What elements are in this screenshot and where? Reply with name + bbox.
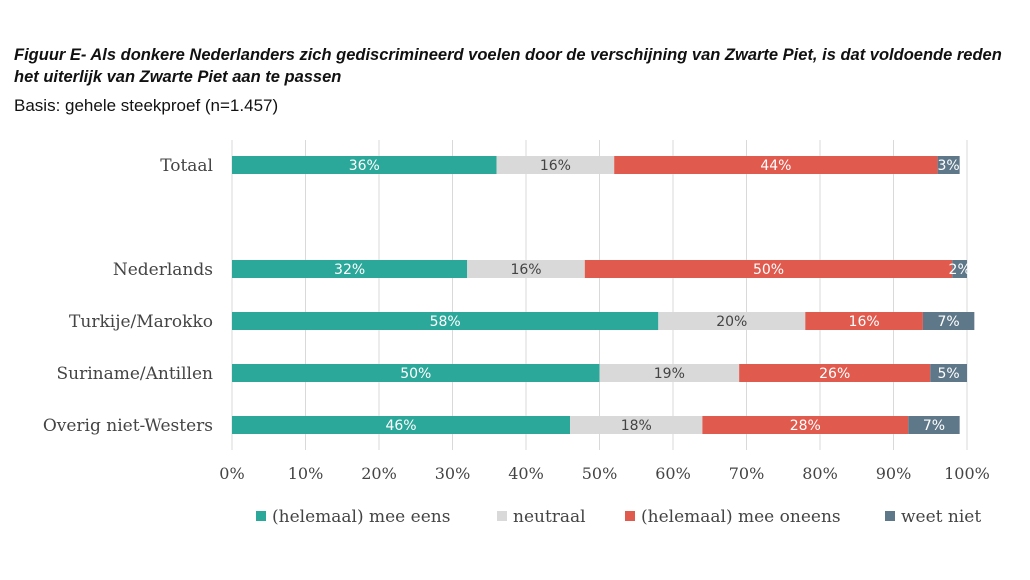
x-tick-label: 30% (435, 464, 471, 483)
x-tick-label: 50% (582, 464, 618, 483)
data-label: 58% (430, 314, 461, 330)
bar-segment (805, 312, 923, 330)
data-label: 28% (790, 418, 821, 434)
x-tick-label: 70% (729, 464, 765, 483)
legend-swatch (256, 511, 266, 521)
data-label: 19% (654, 366, 685, 382)
bar-segment (232, 260, 468, 278)
data-label: 3% (938, 158, 960, 174)
bar-segment (658, 312, 806, 330)
data-label: 36% (349, 158, 380, 174)
bar-segment (570, 416, 703, 434)
bar-segment (232, 416, 571, 434)
legend-swatch (497, 511, 507, 521)
data-label: 16% (540, 158, 571, 174)
x-tick-label: 40% (508, 464, 544, 483)
category-label: Turkije/Marokko (69, 312, 213, 332)
data-label: 50% (400, 366, 431, 382)
x-tick-label: 10% (288, 464, 324, 483)
category-label: Overig niet-Westers (43, 416, 213, 436)
bar-segment (467, 260, 585, 278)
data-label: 16% (849, 314, 880, 330)
legend-swatch (625, 511, 635, 521)
legend-label: weet niet (901, 507, 981, 527)
legend-label: (helemaal) mee eens (272, 507, 450, 527)
data-label: 7% (923, 418, 945, 434)
data-label: 5% (938, 366, 960, 382)
category-label: Nederlands (113, 260, 213, 280)
data-label: 44% (760, 158, 791, 174)
bar-segment (232, 156, 497, 174)
legend-swatch (885, 511, 895, 521)
bar-segment (937, 156, 960, 174)
bar-segment (922, 312, 975, 330)
x-tick-label: 100% (944, 464, 990, 483)
data-label: 20% (716, 314, 747, 330)
category-label: Totaal (160, 156, 213, 176)
data-label: 7% (938, 314, 960, 330)
x-tick-label: 90% (876, 464, 912, 483)
legend-label: (helemaal) mee oneens (641, 507, 841, 527)
bar-segment (584, 260, 953, 278)
bar-segment (952, 260, 967, 278)
legend-label: neutraal (513, 507, 586, 527)
x-tick-label: 60% (655, 464, 691, 483)
data-label: 50% (753, 262, 784, 278)
bar-segment (702, 416, 909, 434)
data-label: 16% (510, 262, 541, 278)
bar-segment (496, 156, 615, 174)
data-label: 26% (819, 366, 850, 382)
bar-segment (599, 364, 740, 382)
bar-segment (739, 364, 931, 382)
bar-segment (232, 364, 600, 382)
category-label: Suriname/Antillen (56, 364, 213, 384)
bar-segment (908, 416, 960, 434)
x-tick-label: 20% (361, 464, 397, 483)
bar-segment (614, 156, 938, 174)
x-tick-label: 80% (802, 464, 838, 483)
bar-segment (930, 364, 967, 382)
chart-subtitle: Basis: gehele steekproef (n=1.457) (14, 96, 279, 115)
data-label: 2% (949, 262, 971, 278)
data-label: 18% (621, 418, 652, 434)
bar-segment (232, 312, 659, 330)
x-tick-label: 0% (219, 464, 244, 483)
chart-title: Figuur E- Als donkere Nederlanders zich … (14, 46, 1002, 86)
data-label: 32% (334, 262, 365, 278)
data-label: 46% (385, 418, 416, 434)
